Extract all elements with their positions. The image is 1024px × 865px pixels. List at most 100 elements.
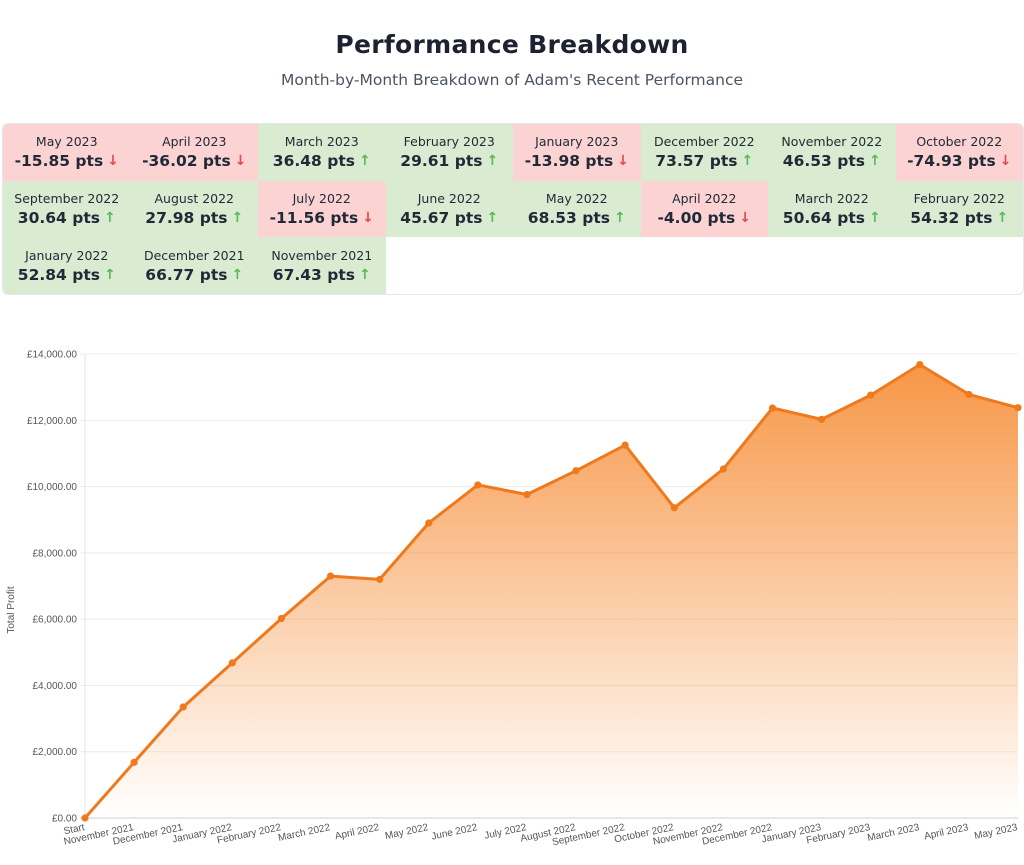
arrow-up-icon: ↑	[868, 153, 881, 170]
data-point	[425, 519, 433, 527]
breakdown-value-row: -74.93 pts ↓	[907, 152, 1011, 170]
data-point	[867, 391, 875, 399]
breakdown-month: November 2021	[271, 247, 373, 263]
breakdown-value-row: 46.53 pts ↑	[783, 152, 881, 170]
arrow-down-icon: ↓	[362, 210, 374, 227]
arrow-down-icon: ↓	[617, 153, 629, 170]
breakdown-cell: August 2022 27.98 pts ↑	[130, 180, 258, 238]
breakdown-value-row: 54.32 pts ↑	[910, 209, 1008, 227]
breakdown-cell: April 2022 -4.00 pts ↓	[640, 180, 768, 238]
breakdown-value-row: 27.98 pts ↑	[145, 209, 243, 227]
breakdown-value-row: -36.02 pts ↓	[142, 152, 246, 170]
breakdown-month: April 2022	[672, 191, 737, 207]
breakdown-value-row: 67.43 pts ↑	[273, 266, 371, 284]
chart-points	[81, 361, 1022, 822]
breakdown-value: -13.98 pts	[524, 152, 614, 171]
data-point	[1014, 404, 1022, 412]
arrow-up-icon: ↑	[486, 153, 499, 170]
x-tick-label: March 2023	[866, 822, 920, 844]
data-point	[523, 490, 531, 499]
breakdown-cell: January 2022 52.84 pts ↑	[3, 237, 131, 295]
breakdown-value: -74.93 pts	[907, 152, 996, 171]
breakdown-value: 27.98 pts	[145, 209, 228, 228]
grid-empty-space	[385, 237, 1023, 295]
breakdown-month: November 2022	[781, 134, 883, 150]
breakdown-month: February 2022	[913, 191, 1005, 207]
breakdown-month: April 2023	[162, 134, 227, 150]
breakdown-value-row: 73.57 pts ↑	[655, 152, 753, 170]
breakdown-value: 67.43 pts	[272, 265, 355, 284]
breakdown-month: January 2022	[25, 247, 109, 263]
x-tick-label: June 2022	[430, 822, 478, 843]
page-subtitle: Month-by-Month Breakdown of Adam's Recen…	[280, 71, 744, 89]
arrow-down-icon: ↓	[234, 153, 247, 170]
breakdown-value: -4.00 pts	[657, 209, 736, 228]
y-tick-label: £14,000.00	[27, 350, 77, 361]
chart-line	[83, 363, 1019, 819]
data-point	[81, 814, 89, 822]
breakdown-cell: October 2022 -74.93 pts ↓	[895, 124, 1023, 181]
y-axis-label: Total Profit	[6, 586, 17, 633]
breakdown-value: 68.53 pts	[527, 209, 610, 228]
breakdown-value: 36.48 pts	[272, 152, 355, 171]
breakdown-cell: February 2023 29.61 pts ↑	[385, 124, 513, 181]
y-tick-label: £6,000.00	[33, 615, 78, 626]
breakdown-value: 30.64 pts	[17, 209, 100, 228]
data-point	[719, 465, 727, 473]
data-point	[277, 614, 286, 623]
breakdown-value-row: -11.56 pts ↓	[270, 209, 374, 227]
arrow-up-icon: ↑	[103, 210, 116, 227]
y-tick-label: £12,000.00	[27, 416, 77, 427]
breakdown-value-row: 66.77 pts ↑	[145, 266, 243, 284]
arrow-down-icon: ↓	[739, 210, 752, 227]
y-tick-label: £10,000.00	[27, 482, 77, 493]
breakdown-month: December 2021	[143, 247, 245, 263]
breakdown-value-row: 68.53 pts ↑	[528, 209, 626, 227]
data-point	[965, 390, 973, 399]
breakdown-month: January 2023	[535, 134, 619, 150]
breakdown-month: March 2022	[794, 191, 869, 207]
breakdown-month: March 2023	[284, 134, 359, 150]
breakdown-value: 45.67 pts	[400, 209, 483, 228]
breakdown-value: -15.85 pts	[14, 152, 104, 171]
data-point	[179, 703, 187, 711]
breakdown-value: 50.64 pts	[782, 209, 865, 228]
breakdown-month: December 2022	[653, 134, 755, 150]
breakdown-cell: June 2022 45.67 pts ↑	[385, 180, 513, 238]
arrow-up-icon: ↑	[231, 210, 244, 227]
breakdown-month: October 2022	[916, 134, 1003, 150]
breakdown-month: February 2023	[403, 134, 495, 150]
breakdown-cell: April 2023 -36.02 pts ↓	[130, 124, 258, 181]
breakdown-value-row: 29.61 pts ↑	[400, 152, 498, 170]
y-tick-label: £0.00	[52, 814, 77, 825]
breakdown-value-row: 50.64 pts ↑	[783, 209, 881, 227]
y-axis: £0.00 £2,000.00 £4,000.00 £6,000.00 £8,000.0…	[27, 350, 77, 825]
breakdown-month: May 2022	[545, 191, 608, 207]
x-tick-label: March 2022	[277, 822, 331, 844]
arrow-up-icon: ↑	[486, 210, 499, 227]
data-point	[916, 361, 924, 369]
arrow-up-icon: ↑	[231, 266, 244, 283]
breakdown-cell: March 2022 50.64 pts ↑	[768, 180, 896, 238]
breakdown-cell: February 2022 54.32 pts ↑	[895, 180, 1023, 238]
y-tick-label: £4,000.00	[33, 681, 78, 692]
breakdown-value-row: -4.00 pts ↓	[657, 209, 751, 227]
data-point	[817, 415, 826, 423]
arrow-down-icon: ↓	[107, 153, 119, 170]
x-tick-label: April 2022	[334, 822, 381, 842]
arrow-up-icon: ↑	[996, 210, 1009, 227]
breakdown-cell: November 2022 46.53 pts ↑	[768, 124, 896, 181]
x-tick-label: Start	[63, 822, 86, 837]
breakdown-value: 73.57 pts	[655, 152, 738, 171]
breakdown-grid: May 2023 -15.85 pts ↓ April 2023 -36.02 pts ↓…	[2, 123, 1024, 296]
arrow-up-icon: ↑	[868, 210, 881, 227]
data-point	[621, 441, 629, 449]
arrow-up-icon: ↑	[103, 266, 116, 283]
data-point	[376, 575, 384, 583]
breakdown-month: August 2022	[154, 191, 235, 207]
total-profit-chart: £0.00 £2,000.00 £4,000.00 £6,000.00 £8,000.0…	[6, 350, 1022, 848]
breakdown-month: July 2022	[292, 191, 351, 207]
arrow-up-icon: ↑	[613, 210, 626, 227]
breakdown-cell: July 2022 -11.56 pts ↓	[258, 180, 386, 238]
